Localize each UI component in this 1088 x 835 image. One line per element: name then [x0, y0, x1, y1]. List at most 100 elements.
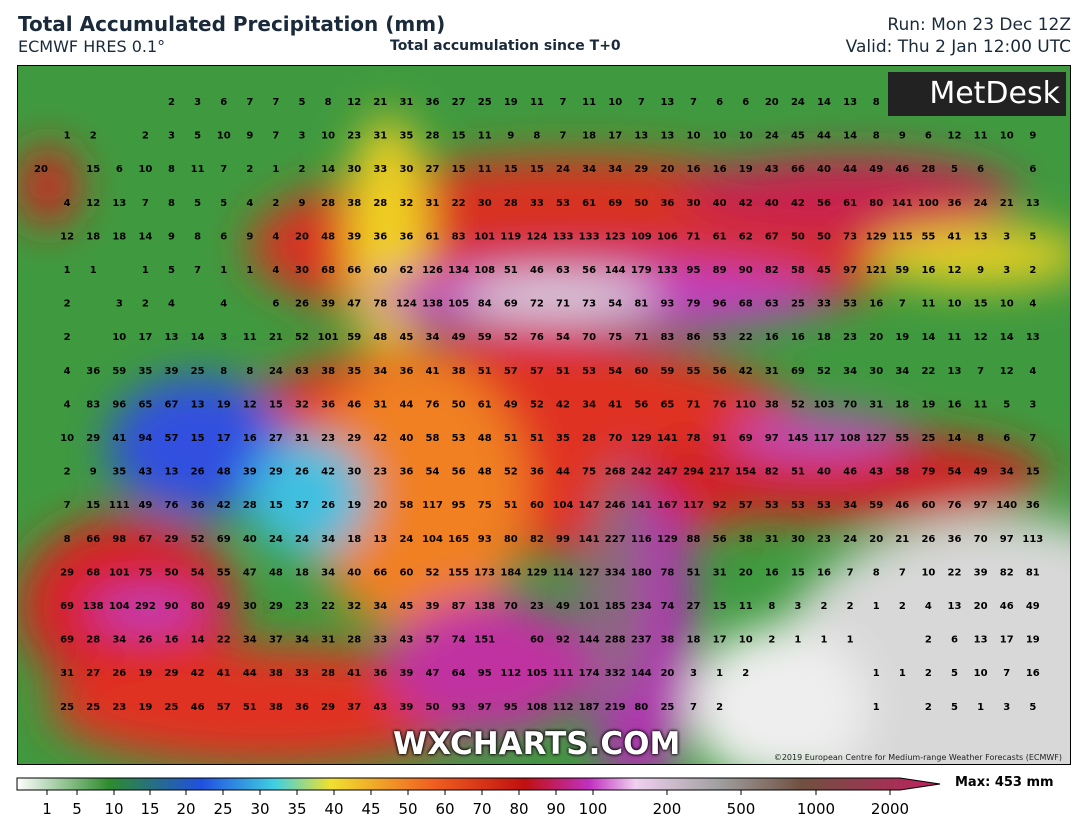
- grid-value: 70: [504, 601, 518, 612]
- grid-value: 24: [269, 366, 283, 377]
- grid-value: 16: [1026, 668, 1040, 679]
- grid-value: 1: [64, 131, 71, 142]
- grid-value: 31: [373, 399, 387, 410]
- grid-value: 219: [605, 702, 626, 713]
- grid-value: 15: [974, 299, 988, 310]
- grid-value: 76: [948, 500, 962, 511]
- grid-value: 6: [716, 97, 723, 108]
- grid-value: 104: [553, 500, 574, 511]
- grid-value: 2: [899, 601, 906, 612]
- grid-value: 8: [873, 97, 880, 108]
- grid-value: 7: [638, 97, 645, 108]
- grid-value: 35: [399, 131, 413, 142]
- grid-value: 32: [347, 601, 361, 612]
- grid-value: 13: [191, 399, 205, 410]
- colorbar-label: 60: [435, 800, 454, 818]
- grid-value: 48: [321, 231, 335, 242]
- grid-value: 1: [977, 702, 984, 713]
- grid-value: 4: [925, 601, 932, 612]
- grid-value: 15: [86, 164, 100, 175]
- grid-value: 36: [399, 231, 413, 242]
- grid-value: 5: [168, 265, 175, 276]
- grid-value: 41: [948, 231, 962, 242]
- grid-value: 31: [426, 198, 440, 209]
- grid-value: 94: [138, 433, 152, 444]
- grid-value: 13: [948, 601, 962, 612]
- grid-value: 292: [135, 601, 156, 612]
- grid-value: 57: [530, 366, 544, 377]
- grid-value: 69: [504, 299, 518, 310]
- grid-value: 13: [974, 635, 988, 646]
- grid-value: 7: [899, 567, 906, 578]
- grid-value: 14: [191, 332, 205, 343]
- grid-value: 75: [138, 567, 152, 578]
- grid-value: 71: [634, 332, 648, 343]
- grid-value: 113: [1022, 534, 1043, 545]
- grid-value: 18: [112, 231, 126, 242]
- grid-value: 8: [168, 164, 175, 175]
- grid-value: 39: [165, 366, 179, 377]
- grid-value: 34: [582, 164, 596, 175]
- grid-value: 99: [556, 534, 570, 545]
- grid-value: 173: [474, 567, 495, 578]
- grid-value: 29: [86, 433, 100, 444]
- grid-value: 44: [843, 164, 857, 175]
- grid-value: 1: [873, 601, 880, 612]
- grid-value: 36: [295, 702, 309, 713]
- grid-value: 4: [1029, 366, 1036, 377]
- grid-value: 52: [791, 399, 805, 410]
- grid-value: 10: [321, 131, 335, 142]
- grid-value: 13: [373, 534, 387, 545]
- grid-value: 36: [1026, 500, 1040, 511]
- logo: MetDesk: [888, 72, 1066, 116]
- grid-value: 56: [713, 366, 727, 377]
- colorbar-label: 70: [472, 800, 491, 818]
- grid-value: 3: [194, 97, 201, 108]
- colorbar-label: 20: [176, 800, 195, 818]
- grid-value: 141: [892, 198, 913, 209]
- grid-value: 39: [243, 467, 257, 478]
- grid-value: 33: [373, 164, 387, 175]
- grid-value: 48: [478, 433, 492, 444]
- grid-value: 9: [977, 265, 984, 276]
- grid-value: 20: [869, 534, 883, 545]
- grid-value: 29: [165, 534, 179, 545]
- grid-value: 13: [1026, 332, 1040, 343]
- grid-value: 7: [560, 97, 567, 108]
- grid-value: 55: [895, 433, 909, 444]
- grid-value: 93: [452, 702, 466, 713]
- grid-value: 28: [347, 635, 361, 646]
- grid-value: 10: [974, 668, 988, 679]
- grid-value: 116: [631, 534, 652, 545]
- grid-value: 144: [579, 635, 600, 646]
- grid-value: 52: [817, 366, 831, 377]
- grid-value: 37: [295, 500, 309, 511]
- grid-value: 40: [817, 164, 831, 175]
- grid-value: 8: [325, 97, 332, 108]
- grid-value: 11: [191, 164, 205, 175]
- grid-value: 24: [269, 534, 283, 545]
- grid-value: 111: [109, 500, 130, 511]
- grid-value: 25: [921, 433, 935, 444]
- grid-value: 42: [373, 433, 387, 444]
- grid-value: 34: [373, 601, 387, 612]
- grid-value: 2: [142, 299, 149, 310]
- grid-value: 82: [1000, 567, 1014, 578]
- grid-value: 110: [735, 399, 756, 410]
- grid-value: 88: [687, 534, 701, 545]
- grid-value: 8: [533, 131, 540, 142]
- grid-value: 30: [478, 198, 492, 209]
- grid-value: 21: [373, 97, 387, 108]
- grid-value: 46: [895, 164, 909, 175]
- grid-value: 17: [138, 332, 152, 343]
- grid-value: 34: [582, 399, 596, 410]
- grid-value: 2: [246, 164, 253, 175]
- grid-value: 108: [474, 265, 495, 276]
- grid-value: 31: [60, 668, 74, 679]
- grid-value: 12: [243, 399, 257, 410]
- grid-value: 29: [269, 467, 283, 478]
- grid-value: 11: [530, 97, 544, 108]
- grid-value: 27: [687, 601, 701, 612]
- grid-value: 4: [168, 299, 175, 310]
- grid-value: 19: [739, 164, 753, 175]
